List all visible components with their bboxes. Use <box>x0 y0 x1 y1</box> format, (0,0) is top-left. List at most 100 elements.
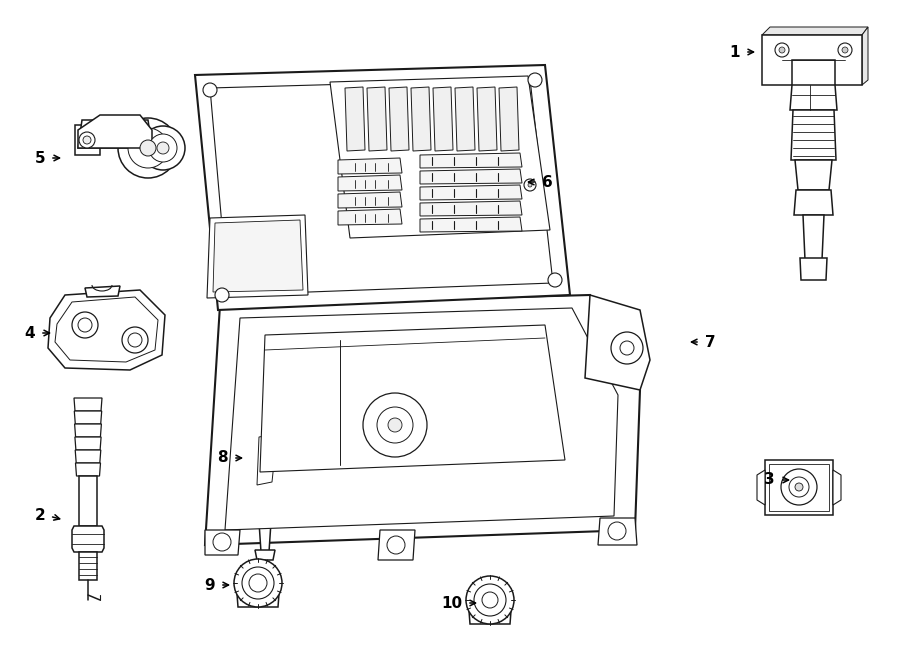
Circle shape <box>466 576 514 624</box>
Polygon shape <box>338 158 402 174</box>
Polygon shape <box>330 76 550 238</box>
Polygon shape <box>338 175 402 191</box>
Polygon shape <box>468 598 512 624</box>
Circle shape <box>203 83 217 97</box>
Polygon shape <box>345 87 365 151</box>
Circle shape <box>789 477 809 497</box>
Polygon shape <box>78 115 152 148</box>
Text: 4: 4 <box>24 326 35 340</box>
Text: 1: 1 <box>730 44 740 60</box>
Circle shape <box>79 132 95 148</box>
Polygon shape <box>389 87 409 151</box>
Circle shape <box>242 567 274 599</box>
Polygon shape <box>259 522 271 552</box>
Polygon shape <box>255 550 275 560</box>
Polygon shape <box>79 552 97 580</box>
Polygon shape <box>251 418 285 522</box>
Polygon shape <box>420 169 522 184</box>
Circle shape <box>213 533 231 551</box>
Circle shape <box>838 43 852 57</box>
Circle shape <box>387 536 405 554</box>
Circle shape <box>842 47 848 53</box>
Circle shape <box>528 183 532 187</box>
Polygon shape <box>420 201 522 216</box>
Polygon shape <box>195 65 570 310</box>
Polygon shape <box>455 87 475 151</box>
Circle shape <box>388 418 402 432</box>
Polygon shape <box>411 87 431 151</box>
Polygon shape <box>207 215 308 298</box>
Circle shape <box>474 584 506 616</box>
Polygon shape <box>75 125 100 155</box>
Circle shape <box>157 142 169 154</box>
Polygon shape <box>85 286 120 297</box>
Polygon shape <box>791 110 836 160</box>
Circle shape <box>78 318 92 332</box>
Text: 6: 6 <box>542 175 553 189</box>
Text: 9: 9 <box>204 577 215 592</box>
Polygon shape <box>585 295 650 390</box>
Polygon shape <box>76 463 101 476</box>
Polygon shape <box>420 153 522 168</box>
Polygon shape <box>803 215 824 260</box>
Circle shape <box>249 574 267 592</box>
Polygon shape <box>378 530 415 560</box>
Circle shape <box>779 47 785 53</box>
Circle shape <box>128 128 168 168</box>
Circle shape <box>611 332 643 364</box>
Polygon shape <box>790 85 837 110</box>
Text: 8: 8 <box>218 451 228 465</box>
Circle shape <box>775 43 789 57</box>
Polygon shape <box>213 220 303 292</box>
Polygon shape <box>74 398 102 411</box>
Circle shape <box>128 333 142 347</box>
Circle shape <box>548 273 562 287</box>
Polygon shape <box>78 120 152 148</box>
Polygon shape <box>338 209 402 225</box>
Polygon shape <box>800 258 827 280</box>
Circle shape <box>72 312 98 338</box>
Text: 2: 2 <box>34 508 45 522</box>
Polygon shape <box>477 87 497 151</box>
Circle shape <box>215 288 229 302</box>
Circle shape <box>122 327 148 353</box>
Circle shape <box>83 136 91 144</box>
Circle shape <box>141 126 185 170</box>
Polygon shape <box>338 192 402 208</box>
Polygon shape <box>420 185 522 200</box>
Polygon shape <box>76 450 101 463</box>
Polygon shape <box>367 87 387 151</box>
Polygon shape <box>433 87 453 151</box>
Polygon shape <box>210 79 553 295</box>
Circle shape <box>363 393 427 457</box>
Circle shape <box>524 179 536 191</box>
Polygon shape <box>205 530 240 555</box>
Polygon shape <box>79 476 97 526</box>
Polygon shape <box>75 424 102 437</box>
Polygon shape <box>598 518 637 545</box>
Circle shape <box>118 118 178 178</box>
Polygon shape <box>225 308 618 530</box>
Polygon shape <box>72 526 104 552</box>
Polygon shape <box>794 190 833 215</box>
Text: 5: 5 <box>34 150 45 166</box>
Polygon shape <box>260 325 565 472</box>
Circle shape <box>377 407 413 443</box>
Circle shape <box>140 140 156 156</box>
Polygon shape <box>769 464 829 511</box>
Circle shape <box>781 469 817 505</box>
Polygon shape <box>75 437 101 450</box>
Circle shape <box>608 522 626 540</box>
Text: 7: 7 <box>705 334 716 350</box>
Text: 10: 10 <box>441 596 462 610</box>
Circle shape <box>620 341 634 355</box>
Polygon shape <box>833 470 841 505</box>
Polygon shape <box>757 470 765 505</box>
Polygon shape <box>795 160 832 190</box>
Polygon shape <box>762 35 862 85</box>
Polygon shape <box>236 581 280 607</box>
Text: 3: 3 <box>764 473 775 487</box>
Circle shape <box>149 134 177 162</box>
Polygon shape <box>55 297 158 362</box>
Polygon shape <box>48 290 165 370</box>
